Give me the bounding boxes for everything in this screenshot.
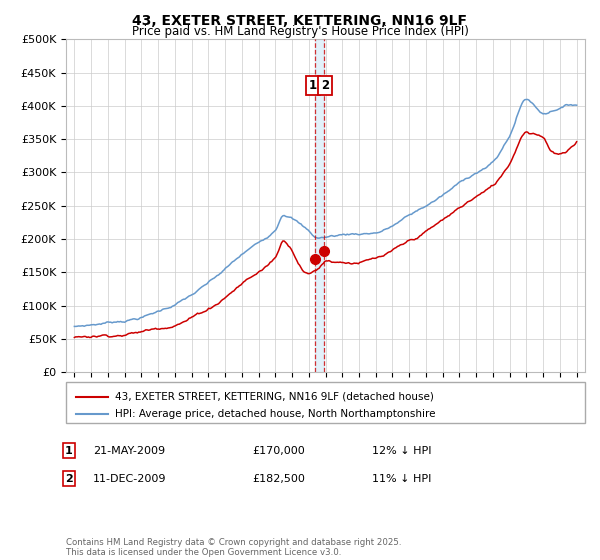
Text: £182,500: £182,500 bbox=[252, 474, 305, 484]
Text: Price paid vs. HM Land Registry's House Price Index (HPI): Price paid vs. HM Land Registry's House … bbox=[131, 25, 469, 38]
Text: 2: 2 bbox=[321, 80, 329, 92]
Text: Contains HM Land Registry data © Crown copyright and database right 2025.
This d: Contains HM Land Registry data © Crown c… bbox=[66, 538, 401, 557]
Text: 12% ↓ HPI: 12% ↓ HPI bbox=[372, 446, 431, 456]
Text: 11-DEC-2009: 11-DEC-2009 bbox=[93, 474, 167, 484]
Text: 43, EXETER STREET, KETTERING, NN16 9LF (detached house): 43, EXETER STREET, KETTERING, NN16 9LF (… bbox=[115, 391, 434, 402]
Text: 1: 1 bbox=[309, 80, 317, 92]
Text: 11% ↓ HPI: 11% ↓ HPI bbox=[372, 474, 431, 484]
Text: 43, EXETER STREET, KETTERING, NN16 9LF: 43, EXETER STREET, KETTERING, NN16 9LF bbox=[133, 14, 467, 28]
Text: 21-MAY-2009: 21-MAY-2009 bbox=[93, 446, 165, 456]
Text: £170,000: £170,000 bbox=[252, 446, 305, 456]
Bar bbox=[315, 39, 325, 372]
FancyBboxPatch shape bbox=[66, 382, 585, 423]
Text: 2: 2 bbox=[65, 474, 73, 484]
Text: HPI: Average price, detached house, North Northamptonshire: HPI: Average price, detached house, Nort… bbox=[115, 409, 436, 419]
Text: 1: 1 bbox=[65, 446, 73, 456]
